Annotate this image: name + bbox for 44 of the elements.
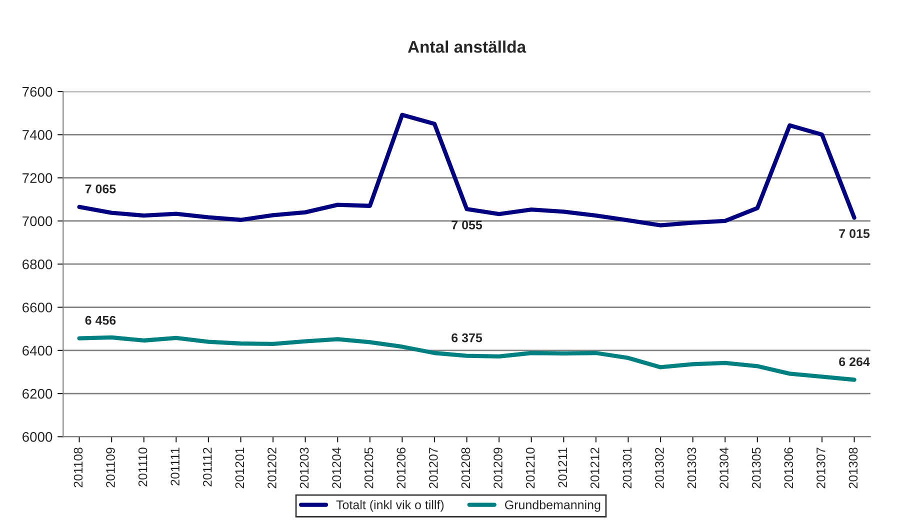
y-tick-label: 7000 xyxy=(22,216,52,226)
chart-title: Antal anställda xyxy=(408,40,526,53)
y-tick-label: 6600 xyxy=(22,302,52,312)
x-tick-label: 201206 xyxy=(396,448,406,488)
y-tick-label: 6000 xyxy=(22,432,52,442)
data-label: 7 015 xyxy=(839,229,870,238)
x-tick-label: 201302 xyxy=(655,448,664,488)
data-label: 7 055 xyxy=(452,220,482,230)
x-tick-label: 201110 xyxy=(138,448,148,486)
x-tick-label: 201111 xyxy=(170,448,180,486)
x-tick-label: 201308 xyxy=(848,448,858,488)
x-tick-label: 201208 xyxy=(461,448,470,488)
x-tick-label: 201112 xyxy=(202,448,212,486)
x-tick-label: 201108 xyxy=(74,448,83,488)
y-tick-label: 6800 xyxy=(22,259,52,270)
x-tick-label: 201201 xyxy=(235,448,244,488)
legend-label: Grundbemanning xyxy=(505,500,600,512)
x-tick-label: 201204 xyxy=(332,447,341,488)
x-tick-label: 201203 xyxy=(300,448,309,488)
x-tick-label: 201210 xyxy=(526,448,535,488)
line-series xyxy=(77,112,856,228)
x-tick-label: 201209 xyxy=(494,448,502,488)
data-label: 6 456 xyxy=(85,316,116,325)
x-tick-label: 201305 xyxy=(752,448,761,488)
x-tick-label: 201301 xyxy=(622,448,632,488)
x-tick-label: 201109 xyxy=(106,448,115,488)
data-label: 7 065 xyxy=(85,184,116,194)
y-tick-label: 6400 xyxy=(22,346,52,356)
x-tick-label: 201205 xyxy=(364,448,374,488)
x-tick-label: 201304 xyxy=(720,447,728,488)
x-tick-label: 201212 xyxy=(590,448,600,488)
y-tick-label: 7200 xyxy=(22,173,52,183)
x-tick-label: 201211 xyxy=(558,448,568,488)
legend-label: Totalt (inkl vik o tillf) xyxy=(336,500,444,512)
data-label: 6 375 xyxy=(452,333,482,342)
x-tick-label: 201303 xyxy=(687,448,696,488)
x-tick-label: 201202 xyxy=(268,448,276,488)
x-tick-label: 201306 xyxy=(784,448,794,488)
y-tick-label: 7600 xyxy=(22,86,52,97)
y-tick-label: 6200 xyxy=(22,388,52,399)
data-label: 6 264 xyxy=(839,357,870,366)
x-tick-label: 201207 xyxy=(428,448,438,488)
y-tick-label: 7400 xyxy=(22,130,52,140)
x-tick-label: 201307 xyxy=(816,448,826,488)
